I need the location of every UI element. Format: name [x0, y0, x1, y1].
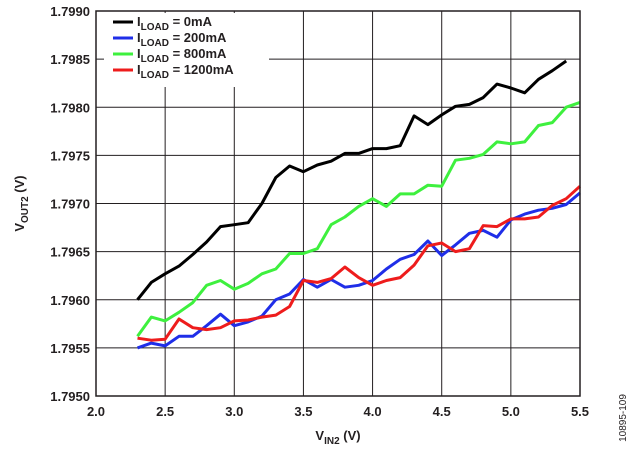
y-tick-label: 1.7955 [50, 341, 90, 356]
x-axis-title-subscript: IN2 [324, 436, 340, 447]
legend-label-0: ILOAD = 0mA [137, 14, 213, 33]
y-tick-label: 1.7980 [50, 100, 90, 115]
legend-label-2: ILOAD = 800mA [137, 46, 227, 65]
figure-id: 10895-109 [618, 394, 629, 442]
x-axis-tick-labels: 2.0 2.5 3.0 3.5 4.0 4.5 5.0 5.5 [87, 404, 589, 419]
legend-label-3: ILOAD = 1200mA [137, 62, 234, 81]
x-tick-label: 4.0 [364, 404, 382, 419]
x-tick-label: 4.5 [433, 404, 451, 419]
y-tick-label: 1.7960 [50, 293, 90, 308]
y-tick-label: 1.7985 [50, 52, 90, 67]
series-line-1 [137, 191, 581, 350]
y-tick-label: 1.7970 [50, 197, 90, 212]
y-tick-label: 1.7990 [50, 4, 90, 19]
x-axis-title: VIN2 (V) [315, 428, 360, 447]
x-tick-label: 3.0 [225, 404, 243, 419]
x-tick-label: 3.5 [294, 404, 312, 419]
y-tick-label: 1.7965 [50, 245, 90, 260]
y-axis-title-main: V [12, 223, 27, 232]
legend-background [104, 13, 269, 87]
y-axis-title: VOUT2 (V) [12, 175, 31, 231]
x-tick-label: 5.0 [502, 404, 520, 419]
y-tick-label: 1.7950 [50, 389, 90, 404]
x-tick-label: 2.0 [87, 404, 105, 419]
x-axis-title-main: V [315, 428, 324, 443]
series-line-0 [136, 59, 568, 301]
y-axis-title-unit: (V) [12, 175, 27, 196]
series-line-3 [137, 185, 582, 342]
series-lines [136, 59, 582, 350]
plot-area-frame [95, 10, 581, 397]
x-tick-label: 2.5 [156, 404, 174, 419]
y-tick-label: 1.7975 [50, 148, 90, 163]
y-axis-title-subscript: OUT2 [20, 196, 31, 223]
y-axis-tick-labels: 1.7950 1.7955 1.7960 1.7965 1.7970 1.7975 1.79… [50, 4, 90, 404]
x-tick-label: 5.5 [571, 404, 589, 419]
x-axis-title-unit: (V) [340, 428, 361, 443]
series-line-2 [136, 100, 581, 338]
legend-label-1: ILOAD = 200mA [137, 30, 227, 49]
